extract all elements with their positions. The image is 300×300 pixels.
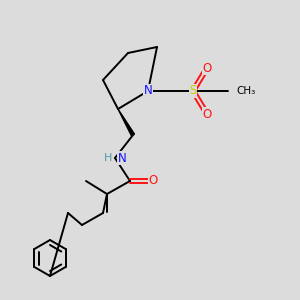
Text: N: N bbox=[118, 152, 127, 164]
Text: O: O bbox=[202, 61, 211, 74]
Polygon shape bbox=[118, 109, 134, 136]
Text: N: N bbox=[144, 85, 152, 98]
Text: S: S bbox=[189, 85, 197, 98]
Text: O: O bbox=[202, 107, 211, 121]
Text: O: O bbox=[148, 175, 158, 188]
Text: CH₃: CH₃ bbox=[236, 86, 255, 96]
Text: H: H bbox=[103, 153, 112, 163]
